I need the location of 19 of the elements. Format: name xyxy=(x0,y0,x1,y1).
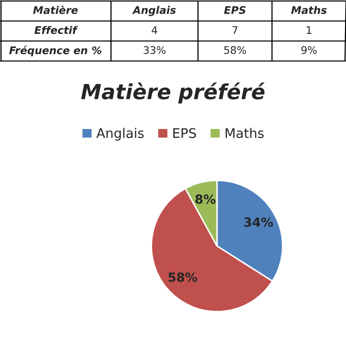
text: 58% xyxy=(224,46,246,54)
text: Effectif xyxy=(34,26,78,34)
data-label: 34% xyxy=(244,217,273,227)
text: 7 xyxy=(232,26,238,34)
text: EPS xyxy=(224,6,246,14)
data-label: 58% xyxy=(168,272,198,282)
text: 1 xyxy=(306,26,312,34)
data-label: 8% xyxy=(195,194,216,204)
text: Anglais xyxy=(132,6,176,16)
text: Maths xyxy=(291,6,327,14)
text: Matière xyxy=(33,6,78,14)
legend-label: EPS xyxy=(173,128,196,138)
text: 4 xyxy=(152,26,158,34)
text: 9% xyxy=(301,46,317,54)
legend-label: Maths xyxy=(226,128,264,138)
text: Fréquence en % xyxy=(9,46,102,56)
text: 33% xyxy=(144,46,166,54)
chart-title: Matière préféré xyxy=(81,82,265,104)
legend-label: Anglais xyxy=(96,128,144,141)
